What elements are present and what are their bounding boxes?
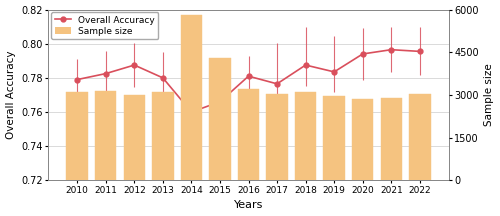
Overall Accuracy: [360, 53, 366, 55]
Y-axis label: Overall Accuracy: Overall Accuracy: [6, 51, 16, 139]
Bar: [209, 58, 231, 180]
Bar: [380, 98, 402, 180]
Bar: [66, 92, 88, 180]
Bar: [409, 94, 430, 180]
Overall Accuracy: [217, 100, 223, 103]
Bar: [266, 94, 288, 180]
Overall Accuracy: [417, 50, 423, 53]
Overall Accuracy: [74, 78, 80, 81]
Overall Accuracy: [302, 64, 308, 66]
Bar: [124, 95, 145, 180]
Bar: [95, 91, 116, 180]
Overall Accuracy: [246, 75, 252, 78]
X-axis label: Years: Years: [234, 200, 263, 210]
Bar: [295, 92, 316, 180]
Bar: [152, 92, 174, 180]
Overall Accuracy: [331, 71, 337, 73]
Overall Accuracy: [102, 72, 108, 75]
Overall Accuracy: [274, 83, 280, 85]
Bar: [324, 96, 345, 180]
Bar: [238, 89, 259, 180]
Overall Accuracy: [388, 48, 394, 51]
Bar: [352, 99, 374, 180]
Line: Overall Accuracy: Overall Accuracy: [75, 47, 422, 114]
Overall Accuracy: [188, 111, 194, 113]
Overall Accuracy: [132, 64, 138, 66]
Y-axis label: Sample size: Sample size: [484, 64, 494, 126]
Legend: Overall Accuracy, Sample size: Overall Accuracy, Sample size: [51, 12, 158, 39]
Overall Accuracy: [160, 76, 166, 79]
Bar: [180, 15, 202, 180]
